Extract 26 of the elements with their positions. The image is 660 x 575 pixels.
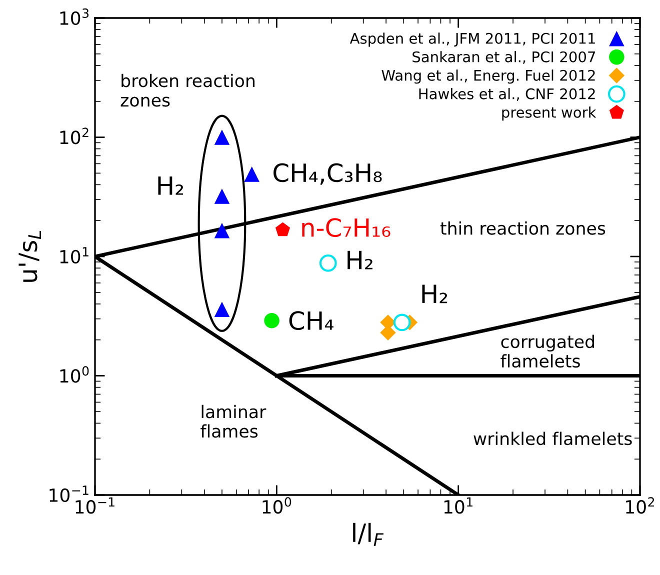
- x-tick-label: 10$^{1}$: [444, 497, 472, 514]
- annotation: CH₄,C₃H₈: [274, 163, 382, 185]
- annotation: thin reaction zones: [440, 221, 606, 235]
- legend-label: Wang et al., Energ. Fuel 2012: [382, 70, 595, 84]
- annotation: laminar flames: [200, 404, 266, 438]
- annotation: CH₄: [289, 311, 334, 330]
- x-tick-label: 10$^{−1}$: [76, 497, 114, 514]
- annotation: n-C₇H₁₆: [302, 218, 390, 238]
- y-tick-label: 10$^{0}$: [60, 366, 89, 383]
- legend-label: present work: [502, 106, 596, 121]
- y-tick-label: 10$^{2}$: [60, 128, 88, 144]
- x-axis-title: l/l$_{F}$: [353, 522, 384, 546]
- y-axis-title: u'/s$_{L}$: [18, 230, 42, 282]
- legend-label: Hawkes et al., CNF 2012: [419, 88, 595, 101]
- annotation: H₂: [422, 284, 448, 304]
- x-tick-label: 10$^{0}$: [262, 497, 292, 514]
- annotation: H₂: [348, 250, 372, 270]
- x-tick-label: 10$^{2}$: [626, 497, 654, 514]
- annotation: broken reaction zones: [120, 74, 254, 107]
- legend-label: Sankaran et al., PCI 2007: [412, 51, 596, 64]
- y-tick-label: 10$^{1}$: [60, 247, 88, 264]
- annotation: corrugated flamelets: [500, 334, 594, 368]
- annotation: wrinkled flamelets: [474, 432, 632, 446]
- annotation: H₂: [158, 176, 184, 195]
- legend-label: Aspden et al., JFM 2011, PCI 2011: [350, 32, 595, 47]
- y-tick-label: 10$^{3}$: [60, 8, 89, 25]
